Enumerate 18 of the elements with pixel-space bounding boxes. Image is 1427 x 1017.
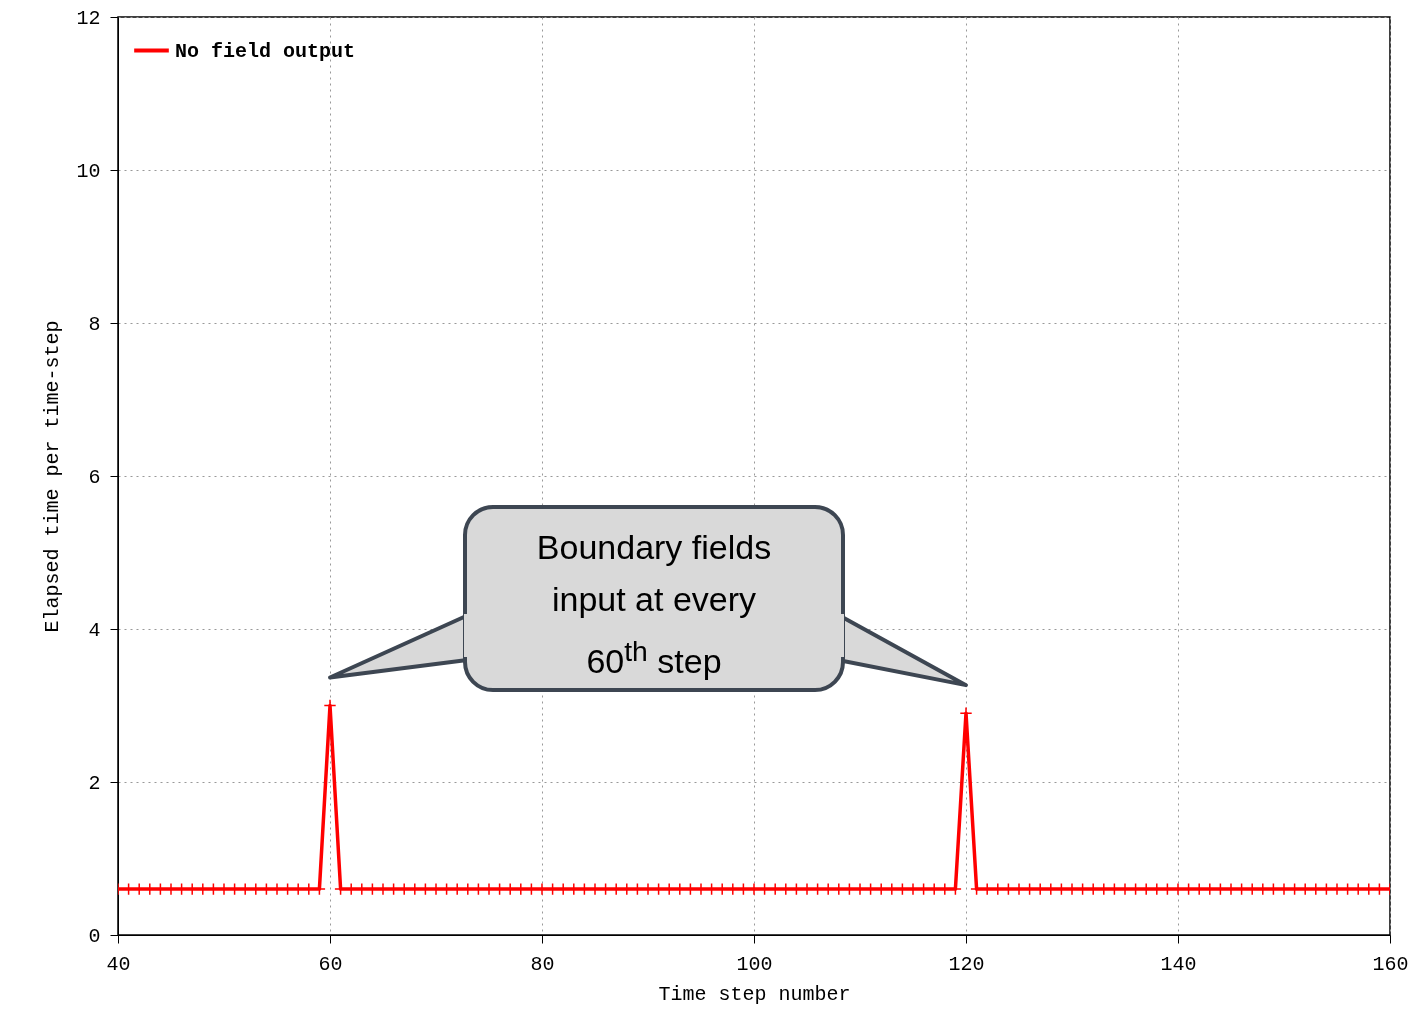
y-tick-label: 10 — [76, 159, 101, 183]
y-axis-title: Elapsed time per time-step — [41, 320, 65, 633]
x-tick-label: 140 — [1160, 952, 1197, 976]
x-tick-label: 160 — [1372, 952, 1409, 976]
annotation: Boundary fields input at every 60$^{th}$ step — [535, 527, 773, 683]
x-axis-title: Time step number — [658, 982, 851, 1006]
y-tick-label: 8 — [88, 312, 101, 336]
x-tick-label: 100 — [736, 952, 773, 976]
x-tick-label: 60 — [318, 952, 343, 976]
y-tick-label: 4 — [88, 618, 101, 642]
x-tick-label: 120 — [948, 952, 985, 976]
y-tick-label: 2 — [88, 771, 101, 795]
y-tick-label: 12 — [76, 6, 101, 30]
x-tick-label: 80 — [530, 952, 555, 976]
y-tick-label: 6 — [88, 465, 101, 489]
legend-label: No field output — [175, 39, 356, 63]
y-tick-label: 0 — [88, 924, 101, 948]
x-tick-label: 40 — [106, 952, 131, 976]
